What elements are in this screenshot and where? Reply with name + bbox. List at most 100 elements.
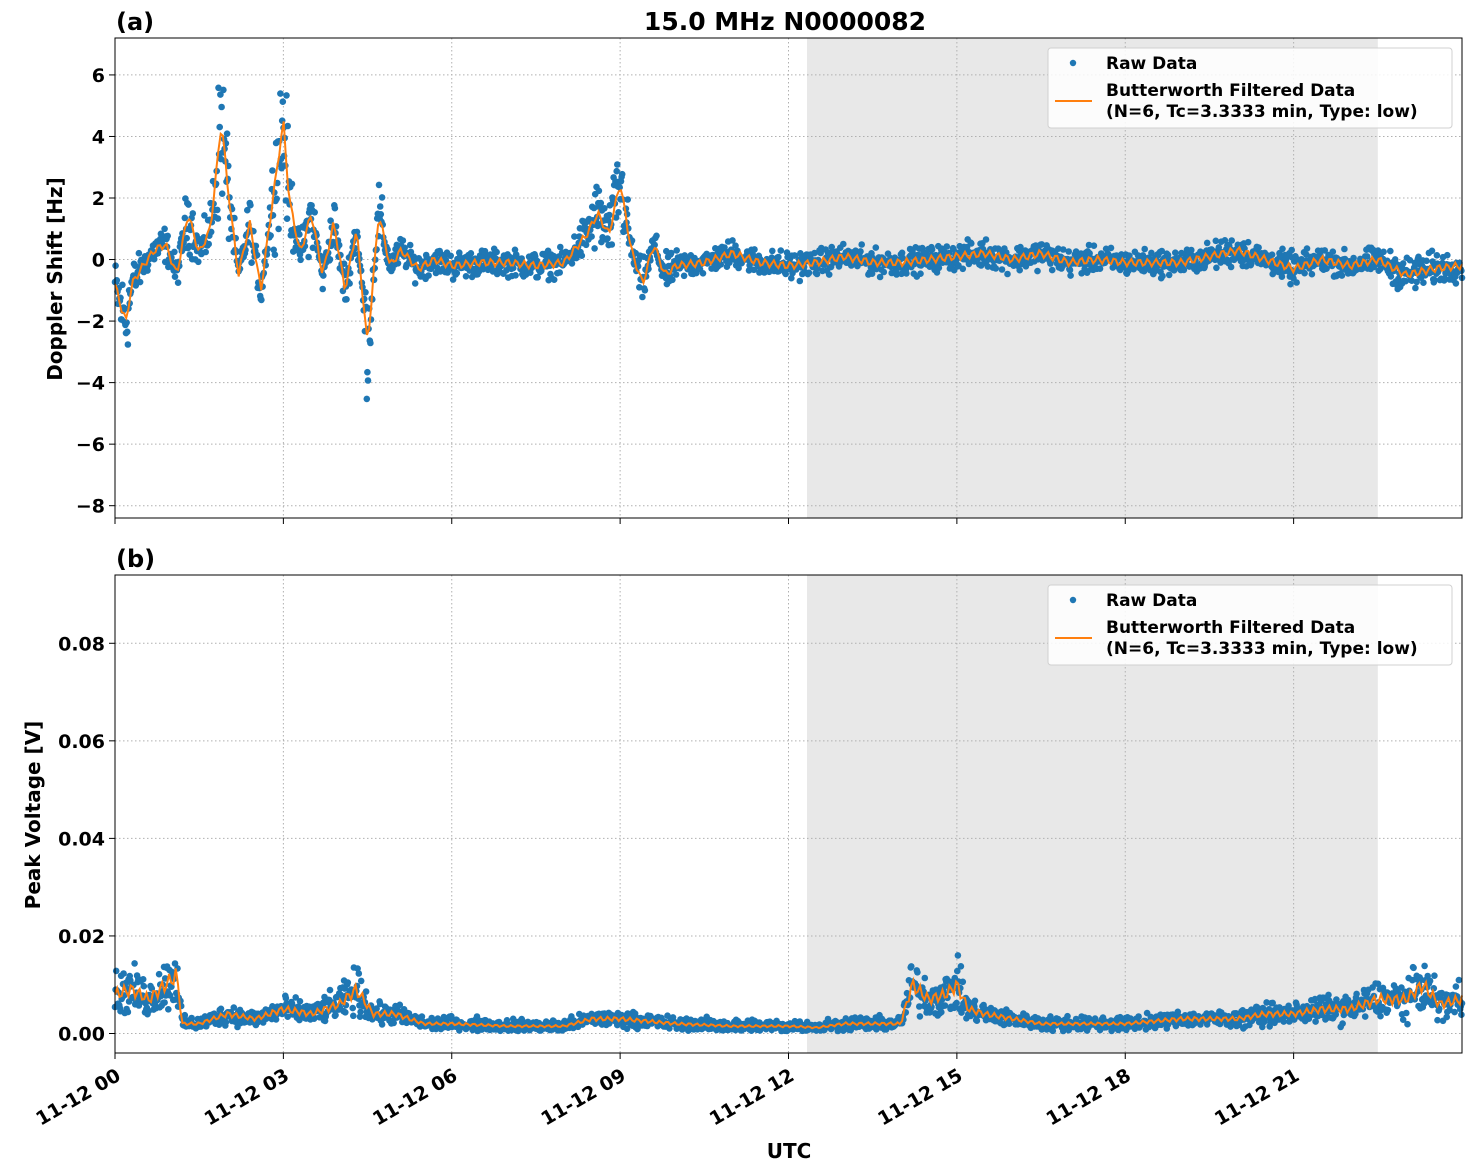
- raw-data-point: [357, 1008, 364, 1016]
- raw-data-point: [1452, 280, 1460, 287]
- raw-data-point: [344, 979, 352, 986]
- raw-data-point: [356, 1013, 364, 1020]
- raw-data-point: [1180, 266, 1188, 274]
- raw-data-point: [218, 190, 226, 197]
- y-tick-label: 0: [92, 250, 105, 272]
- raw-data-point: [1387, 273, 1395, 280]
- raw-data-point: [935, 264, 943, 272]
- raw-data-point: [467, 250, 475, 257]
- raw-data-point: [1159, 272, 1166, 280]
- raw-data-point: [1055, 245, 1062, 252]
- raw-data-point: [1172, 249, 1179, 256]
- y-tick-label: −8: [76, 496, 105, 518]
- raw-data-point: [1004, 270, 1011, 278]
- raw-data-point: [425, 272, 432, 279]
- x-tick-label: 11-12 15: [874, 1064, 966, 1130]
- raw-data-point: [283, 92, 290, 99]
- raw-data-point: [258, 296, 265, 304]
- raw-data-point: [411, 280, 419, 287]
- raw-data-point: [914, 969, 921, 976]
- raw-data-point: [1421, 962, 1428, 970]
- raw-data-point: [377, 211, 385, 218]
- raw-data-point: [578, 252, 586, 259]
- raw-data-point: [954, 967, 961, 975]
- x-tick-label: 11-12 03: [201, 1064, 293, 1130]
- raw-data-point: [277, 90, 284, 97]
- raw-data-point: [777, 247, 785, 254]
- raw-data-point: [201, 212, 208, 219]
- y-tick-label: 0.06: [58, 731, 105, 753]
- raw-data-point: [1244, 238, 1252, 246]
- raw-data-point: [350, 1012, 357, 1020]
- raw-data-point: [275, 225, 282, 233]
- raw-data-point: [1412, 284, 1419, 292]
- raw-data-point: [1135, 1013, 1142, 1020]
- raw-data-point: [903, 270, 910, 277]
- raw-data-point: [1059, 246, 1067, 253]
- raw-data-point: [378, 1021, 386, 1028]
- raw-data-point: [1410, 964, 1417, 972]
- x-axis-label: UTC: [767, 1139, 812, 1163]
- raw-data-point: [1006, 1020, 1013, 1027]
- raw-data-point: [144, 267, 151, 274]
- raw-data-point: [509, 264, 517, 272]
- raw-data-point: [1049, 1027, 1057, 1035]
- raw-data-point: [1255, 244, 1262, 251]
- raw-data-point: [331, 204, 339, 212]
- raw-data-point: [639, 293, 646, 301]
- raw-data-point: [124, 328, 131, 336]
- raw-data-point: [174, 279, 182, 287]
- raw-data-point: [604, 235, 611, 242]
- raw-data-point: [769, 247, 776, 255]
- raw-data-point: [1212, 237, 1220, 245]
- raw-data-point: [308, 202, 315, 209]
- raw-data-point: [279, 98, 287, 105]
- raw-data-point: [113, 277, 121, 284]
- raw-data-point: [1431, 276, 1438, 284]
- raw-data-point: [556, 269, 563, 276]
- raw-data-point: [557, 243, 564, 251]
- raw-data-point: [898, 249, 906, 257]
- raw-data-point: [876, 273, 884, 281]
- raw-data-point: [1016, 266, 1023, 274]
- raw-data-point: [1288, 246, 1295, 254]
- raw-data-point: [283, 215, 291, 222]
- raw-data-point: [518, 255, 525, 262]
- raw-data-point: [284, 1013, 292, 1020]
- x-tick-labels: 11-12 00 11-12 03 11-12 06 11-12 09 11-12 12…: [32, 1064, 1303, 1130]
- raw-data-point: [982, 236, 990, 243]
- raw-data-point: [355, 970, 363, 977]
- raw-data-point: [667, 249, 675, 257]
- raw-data-point: [1148, 249, 1155, 257]
- raw-data-point: [732, 242, 739, 249]
- raw-data-point: [1380, 248, 1387, 256]
- raw-data-point: [305, 253, 312, 261]
- panel-a: 6 4 2 0 −2 −4 −6 −8 (a) Doppler Shift [Hz] Raw …: [43, 8, 1466, 524]
- raw-data-point: [288, 180, 296, 188]
- raw-data-point: [1067, 272, 1074, 279]
- legend-filtered-label: Butterworth Filtered Data (N=6, Tc=3.3333…: [1106, 81, 1418, 122]
- raw-data-point: [1363, 253, 1371, 260]
- raw-data-point: [1227, 263, 1235, 271]
- raw-data-point: [353, 228, 361, 236]
- raw-data-point: [745, 267, 753, 274]
- raw-data-point: [612, 214, 620, 221]
- raw-data-point: [1451, 1008, 1458, 1016]
- raw-data-point: [222, 1018, 230, 1026]
- raw-data-point: [1203, 239, 1211, 247]
- raw-data-point: [462, 273, 470, 280]
- x-tick-label: 11-12 00: [32, 1064, 124, 1130]
- raw-data-point: [1287, 280, 1294, 288]
- raw-data-point: [917, 270, 924, 278]
- raw-data-point: [273, 195, 281, 203]
- raw-data-point: [165, 1006, 172, 1013]
- raw-data-point: [271, 251, 279, 258]
- raw-data-point: [590, 204, 598, 212]
- raw-data-point: [624, 196, 631, 203]
- raw-data-point: [963, 243, 971, 251]
- raw-data-point: [1426, 977, 1434, 985]
- raw-data-point: [375, 181, 383, 189]
- raw-data-point: [1090, 242, 1098, 249]
- raw-data-point: [899, 254, 906, 262]
- raw-data-point: [1377, 265, 1384, 273]
